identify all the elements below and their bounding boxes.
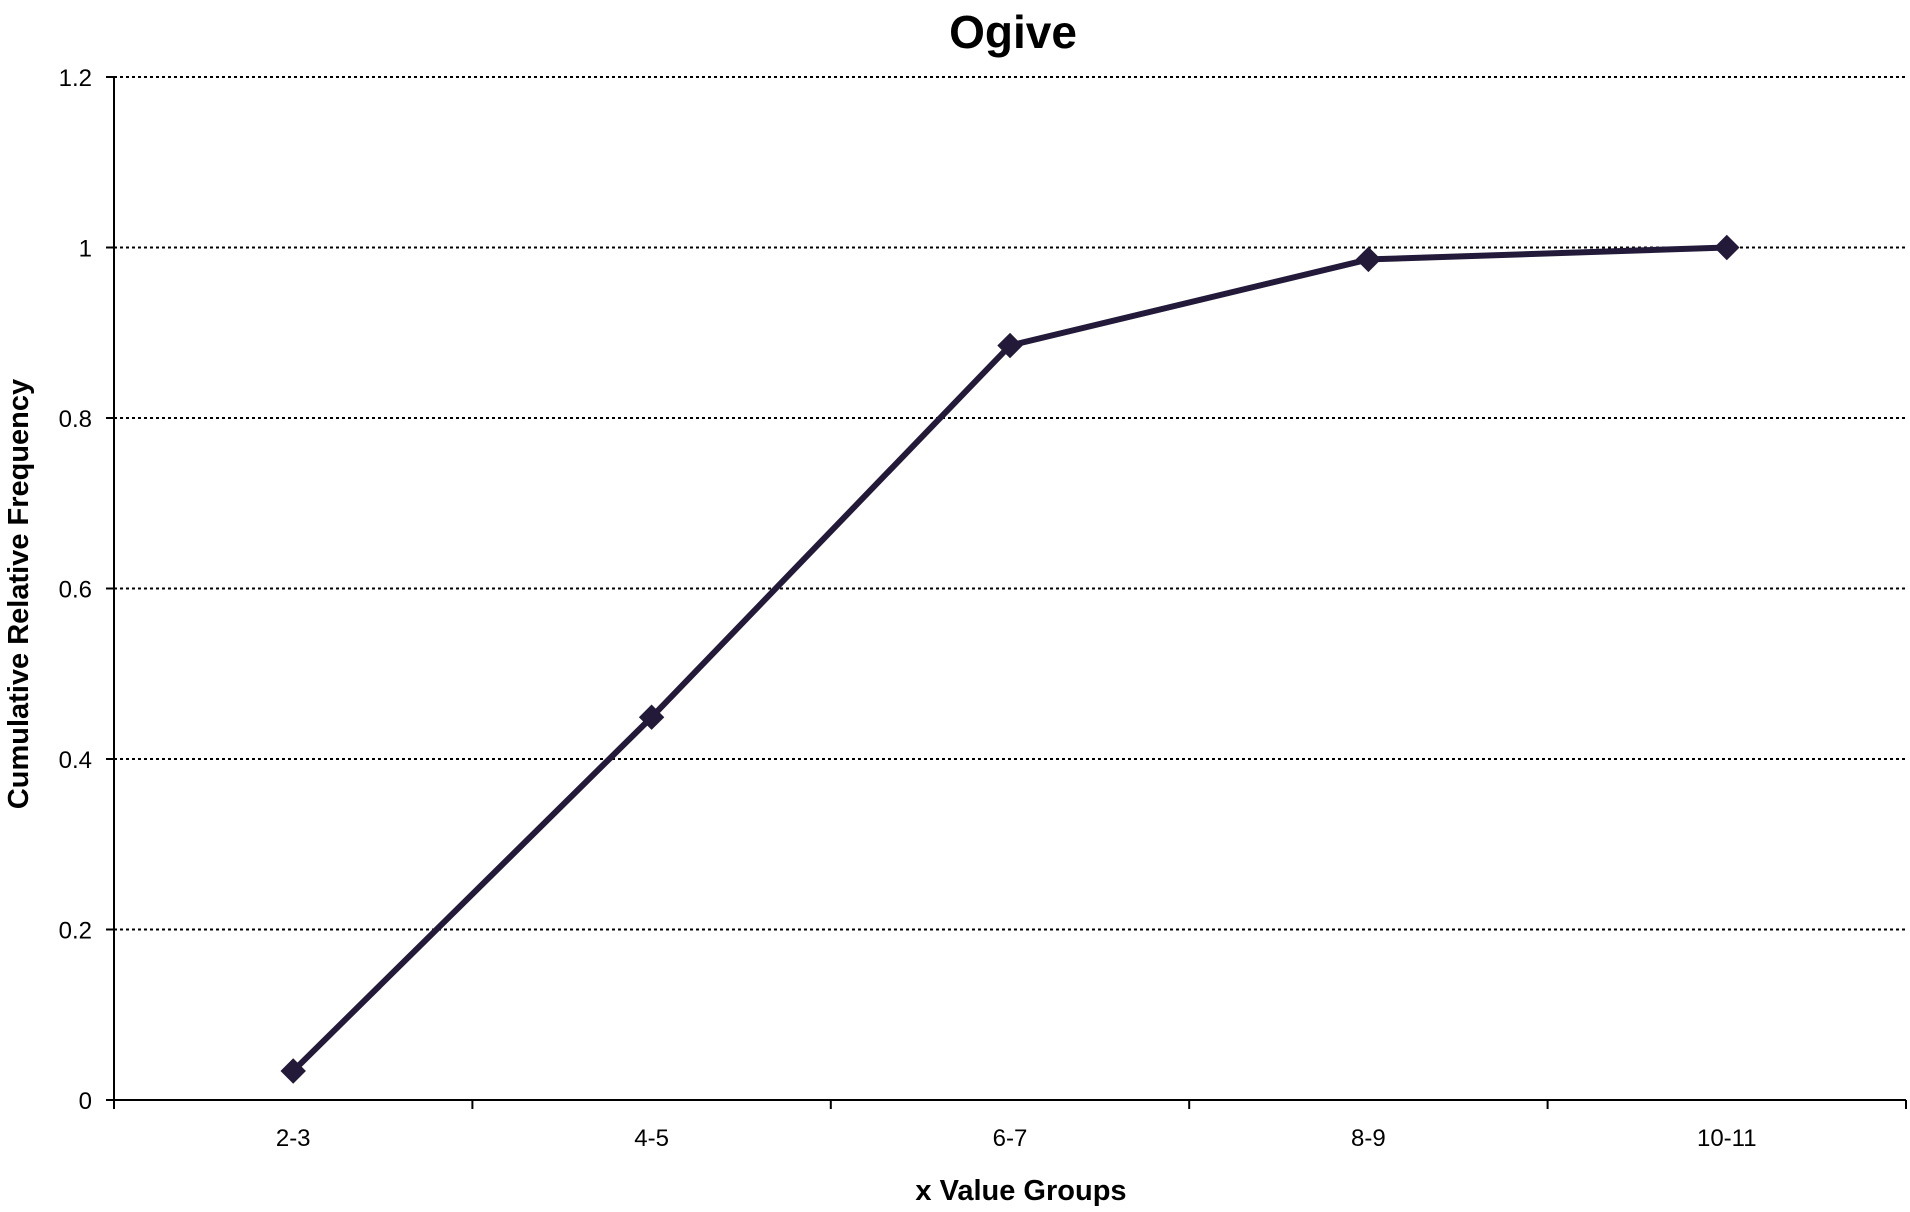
y-tick-label: 0.6: [59, 577, 92, 604]
data-point-marker: [1714, 234, 1740, 261]
gridlines: [114, 76, 1906, 931]
data-point-marker: [638, 704, 665, 730]
series-line: [290, 244, 1730, 1075]
data-point-marker: [280, 1058, 306, 1084]
y-axis-label: Cumulative Relative Frequency: [3, 379, 35, 809]
x-tick-label: 10-11: [1697, 1125, 1757, 1152]
y-tick-label: 1: [79, 236, 92, 263]
x-tick-label: 4-5: [634, 1125, 669, 1152]
axes: [106, 76, 1907, 1109]
y-tick-label: 0.2: [59, 918, 92, 945]
y-tick-label: 0.4: [59, 747, 92, 774]
data-series: [280, 234, 1740, 1084]
y-tick-label: 0: [79, 1088, 92, 1115]
x-tick-label: 2-3: [276, 1125, 311, 1152]
x-tick-label: 6-7: [993, 1125, 1028, 1152]
y-tick-labels: 0 0.2 0.4 0.6 0.8 1 1.2: [59, 65, 92, 1115]
y-tick-label: 0.8: [59, 406, 92, 433]
x-axis-label: x Value Groups: [915, 1175, 1126, 1207]
data-point-marker: [1355, 246, 1382, 273]
data-point-marker: [997, 332, 1023, 359]
x-tick-labels: 2-3 4-5 6-7 8-9 10-11: [276, 1125, 1757, 1152]
y-tick-label: 1.2: [59, 65, 92, 92]
x-tick-label: 8-9: [1351, 1125, 1386, 1152]
chart-title: Ogive: [949, 6, 1077, 58]
